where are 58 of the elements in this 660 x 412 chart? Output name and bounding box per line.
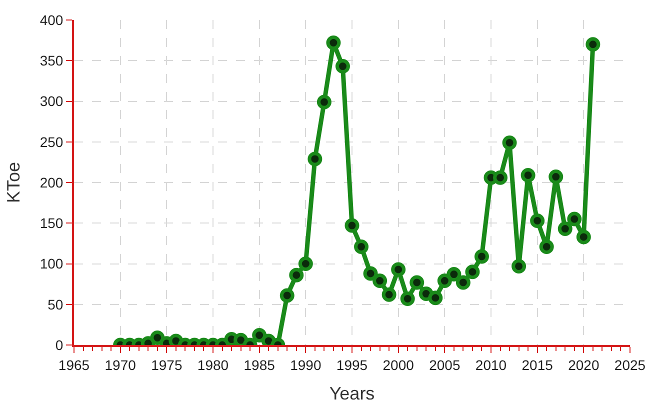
point xyxy=(391,262,406,277)
x-tick-label: 2005 xyxy=(429,356,460,373)
y-tick-label: 50 xyxy=(48,296,64,312)
y-tick-label: 200 xyxy=(40,174,64,190)
x-tick-label: 2010 xyxy=(475,356,507,373)
y-tick-label: 250 xyxy=(40,134,64,150)
point xyxy=(530,213,545,228)
x-tick-label: 1995 xyxy=(336,356,368,373)
y-tick-label: 0 xyxy=(55,336,64,353)
x-tick-label: 1985 xyxy=(244,356,276,373)
y-tick-label: 150 xyxy=(40,215,64,232)
point xyxy=(410,275,424,290)
point xyxy=(437,274,452,288)
point xyxy=(446,267,462,282)
point xyxy=(150,330,165,345)
point xyxy=(586,37,600,52)
x-tick-label: 1970 xyxy=(104,356,136,373)
point xyxy=(316,94,332,110)
y-tick-label: 400 xyxy=(40,12,64,28)
point xyxy=(354,239,369,254)
y-tick-label: 100 xyxy=(40,256,64,272)
y-axis-title: KToe xyxy=(4,162,24,204)
x-tick-label: 1975 xyxy=(151,356,182,373)
point xyxy=(289,268,304,282)
point xyxy=(567,212,582,226)
y-tick-label: 350 xyxy=(40,52,64,69)
x-tick-label: 1990 xyxy=(290,356,322,373)
point xyxy=(344,218,360,233)
point xyxy=(456,275,470,290)
x-tick-label: 2020 xyxy=(568,356,600,373)
point xyxy=(335,59,350,74)
point xyxy=(372,274,388,288)
point xyxy=(428,290,443,306)
point xyxy=(520,168,536,182)
point xyxy=(502,135,517,150)
point xyxy=(363,266,378,281)
x-axis-title: Years xyxy=(329,383,375,404)
x-tick-label: 2000 xyxy=(382,356,414,373)
point xyxy=(465,264,480,280)
x-tick-label: 1965 xyxy=(58,356,90,373)
point xyxy=(280,288,294,303)
point xyxy=(326,36,341,50)
point xyxy=(493,170,508,185)
point xyxy=(298,256,313,271)
x-tick-label: 2025 xyxy=(614,356,646,373)
point xyxy=(576,230,591,244)
point xyxy=(400,291,415,306)
point xyxy=(548,170,564,184)
point xyxy=(382,287,396,302)
point xyxy=(474,249,489,264)
x-tick-label: 1980 xyxy=(197,356,229,373)
point xyxy=(308,152,322,166)
point xyxy=(539,239,554,254)
point xyxy=(512,258,526,274)
point xyxy=(558,222,572,236)
point xyxy=(252,328,267,342)
y-tick-label: 300 xyxy=(40,93,64,110)
x-tick-label: 2015 xyxy=(522,356,554,373)
